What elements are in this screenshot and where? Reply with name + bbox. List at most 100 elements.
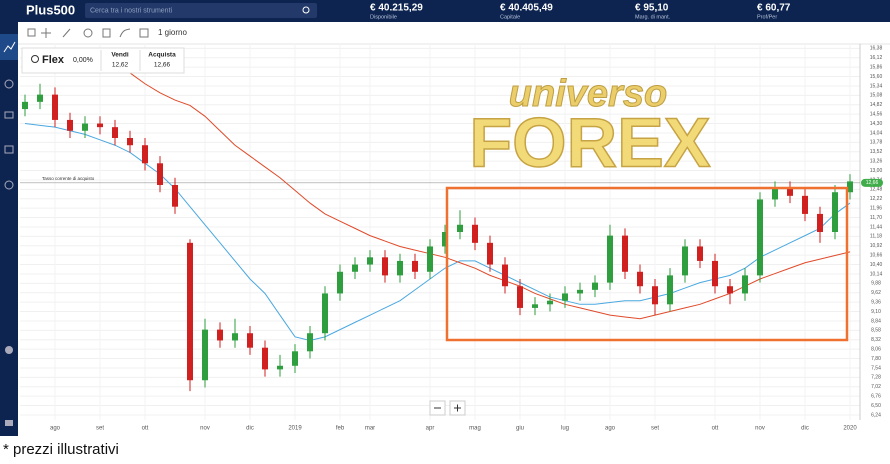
toolbar-icons[interactable]	[27, 28, 149, 38]
candle-body	[547, 300, 553, 305]
sidebar-icon[interactable]	[4, 145, 14, 154]
candle-body	[367, 257, 373, 265]
x-tick-label: ago	[50, 426, 61, 432]
candle-body	[277, 365, 283, 370]
y-tick-label: 10,14	[870, 271, 883, 277]
stat-value: € 40.215,29	[370, 3, 423, 14]
stat-label: Disponibile	[370, 14, 397, 20]
x-tick-label: ott	[712, 426, 719, 432]
y-tick-label: 10,92	[870, 243, 883, 249]
candle-body	[322, 293, 328, 334]
y-tick-label: 12,48	[870, 187, 883, 193]
stat-value: € 95,10	[635, 3, 669, 14]
y-tick-label: 13,52	[870, 149, 883, 155]
sidebar-icon[interactable]	[4, 111, 14, 119]
sidebar-icon[interactable]	[5, 346, 13, 354]
candle-body	[142, 145, 148, 164]
candle-body	[112, 127, 118, 138]
candle-body	[847, 181, 853, 193]
x-tick-label: lug	[561, 426, 569, 432]
moving-average	[24, 123, 851, 341]
candle-body	[577, 289, 583, 294]
current-rate-label: Tasso corrente di acquisto	[42, 176, 95, 181]
stat-value: € 40.405,49	[500, 3, 553, 14]
y-tick-label: 7,28	[871, 375, 881, 381]
y-tick-label: 6,76	[871, 393, 881, 399]
candle-body	[667, 275, 673, 305]
y-tick-label: 11,96	[870, 205, 882, 211]
moving-average	[99, 50, 851, 320]
candle-body	[472, 224, 478, 243]
candle-body	[442, 232, 448, 247]
y-tick-label: 8,32	[871, 337, 881, 343]
y-tick-label: 13,26	[870, 158, 883, 164]
y-tick-label: 16,38	[870, 46, 883, 52]
watermark-top: universo	[509, 73, 667, 115]
candle-body	[232, 333, 238, 341]
x-tick-label: mag	[469, 426, 481, 432]
y-tick-label: 11,70	[870, 215, 882, 221]
stat-label: Marg. di mant.	[635, 14, 671, 20]
y-tick-label: 13,00	[870, 168, 883, 174]
candle-body	[502, 264, 508, 287]
y-tick-label: 14,04	[870, 130, 883, 136]
sidebar-icon[interactable]	[4, 79, 14, 89]
candle-body	[517, 286, 523, 308]
buy-price[interactable]: 12,66	[154, 62, 171, 69]
y-tick-label: 14,56	[870, 111, 883, 117]
sidebar-icon[interactable]	[5, 420, 13, 426]
y-tick-label: 13,78	[870, 140, 883, 146]
y-tick-label: 7,02	[871, 384, 881, 390]
candle-body	[832, 192, 838, 232]
candle-body	[382, 257, 388, 276]
y-tick-label: 11,18	[870, 234, 882, 240]
footnote: * prezzi illustrativi	[3, 441, 119, 458]
candle-body	[427, 246, 433, 272]
y-tick-label: 8,06	[871, 346, 881, 352]
search-icon	[302, 6, 310, 14]
candle-body	[52, 94, 58, 120]
x-tick-label: set	[96, 426, 104, 432]
timeframe[interactable]: 1 giorno	[158, 28, 187, 37]
chart-area: 6,24 6,50 6,76 7,02 7,28 7,54 7,80 8,06 8,32 8,58…	[20, 44, 883, 432]
candle-body	[727, 286, 733, 294]
instrument-name: Flex	[42, 54, 65, 66]
x-tick-label: ott	[142, 426, 149, 432]
x-tick-label: nov	[755, 426, 765, 432]
candle-body	[172, 185, 178, 207]
candle-body	[202, 329, 208, 381]
sidebar-icon[interactable]	[4, 180, 14, 190]
candle-body	[772, 188, 778, 200]
y-tick-label: 12,22	[870, 196, 883, 202]
sell-label[interactable]: Vendi	[111, 52, 129, 59]
current-rate-tag	[861, 178, 883, 187]
x-tick-label: dic	[801, 426, 809, 432]
y-tick-label: 9,88	[871, 281, 881, 287]
sell-price[interactable]: 12,62	[112, 62, 129, 69]
candle-body	[352, 264, 358, 272]
candle-body	[697, 246, 703, 261]
candle-body	[22, 101, 28, 110]
x-tick-label: 2020	[843, 426, 857, 432]
candle-body	[397, 260, 403, 276]
candle-body	[412, 260, 418, 272]
y-tick-label: 15,86	[870, 64, 883, 70]
candle-body	[217, 329, 223, 341]
stat-value: € 60,77	[757, 3, 791, 14]
zoom-in-icon	[454, 404, 461, 412]
candle-body	[532, 304, 538, 308]
search-box[interactable]	[85, 3, 317, 18]
buy-label[interactable]: Acquista	[148, 52, 176, 59]
x-tick-label: mar	[365, 426, 375, 432]
info-icon[interactable]	[31, 55, 39, 63]
y-tick-label: 11,44	[870, 224, 882, 230]
y-tick-label: 7,54	[871, 365, 881, 371]
y-tick-label: 8,58	[871, 328, 881, 334]
candle-body	[787, 188, 793, 196]
candle-body	[487, 242, 493, 265]
logo[interactable]: Plus500	[26, 2, 75, 17]
candle-body	[757, 199, 763, 276]
search-placeholder: Cerca tra i nostri strumenti	[90, 7, 173, 14]
